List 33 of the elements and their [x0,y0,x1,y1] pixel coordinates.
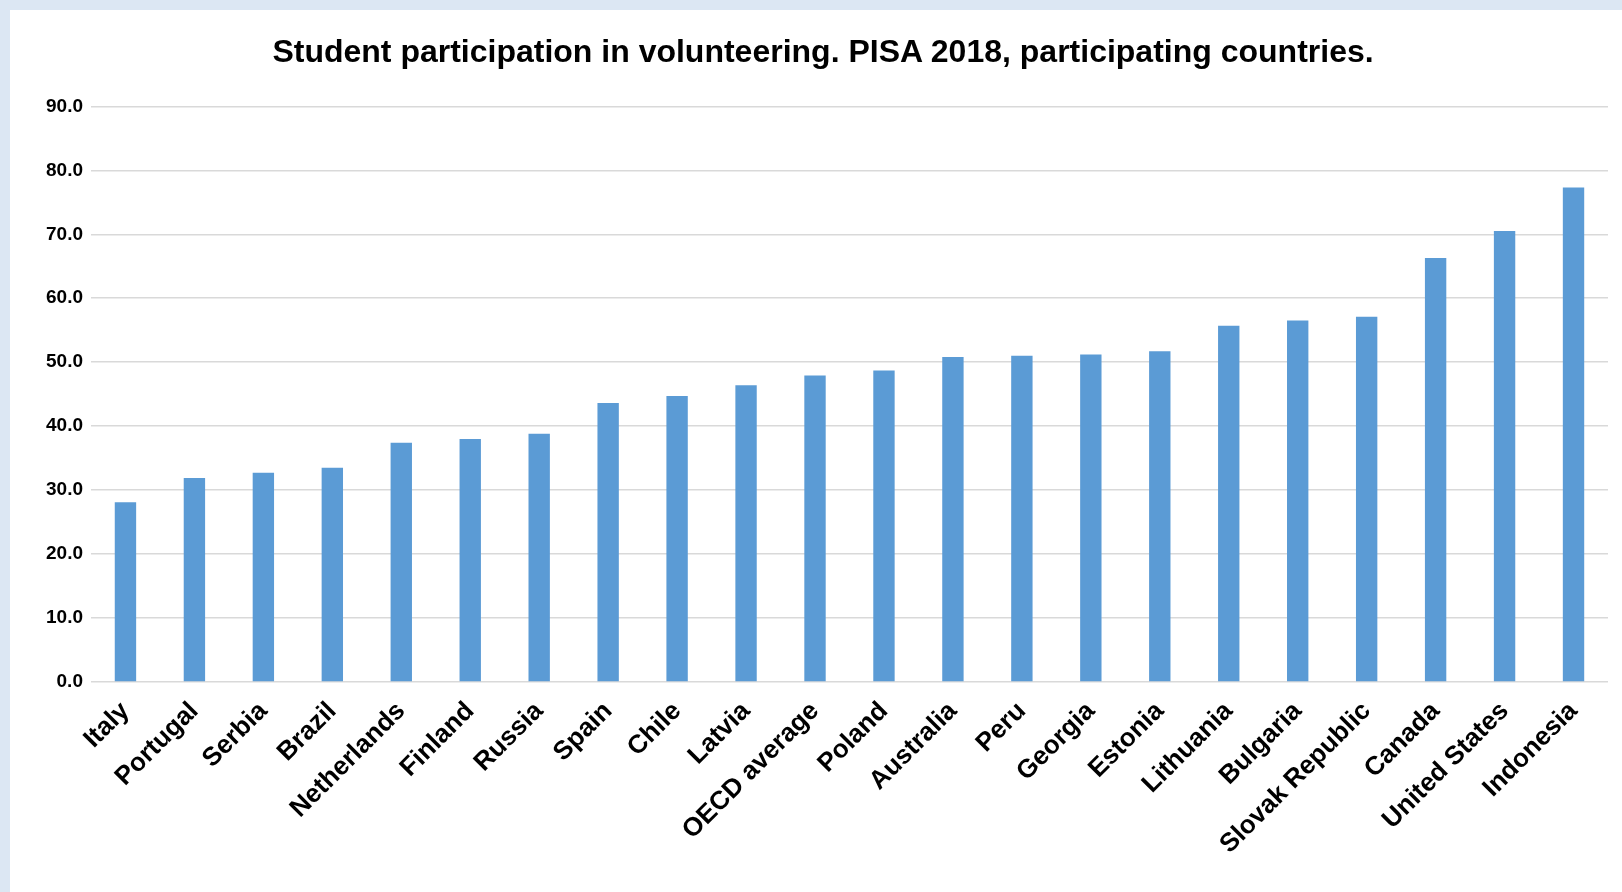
y-tick-label: 70.0 [46,222,83,244]
y-tick-label: 90.0 [46,94,83,116]
bar [114,502,137,682]
bar [1424,257,1447,682]
bar [1287,320,1309,682]
y-tick-label: 60.0 [46,286,83,308]
y-tick-label: 20.0 [46,542,83,564]
bar [1355,316,1378,682]
bar [183,477,206,682]
bar [666,396,688,682]
bar [942,357,964,682]
bar [321,467,344,682]
bar [597,403,619,682]
y-tick-label: 10.0 [46,606,83,628]
chart-title: Student participation in volunteering. PISA 2018, participating countries. [272,33,1374,70]
bar [1562,187,1585,682]
y-tick-label: 30.0 [46,478,83,500]
y-tick-label: 80.0 [46,158,83,180]
bar [459,438,481,682]
bar [735,385,757,682]
y-tick-label: 50.0 [46,350,83,372]
bar [528,433,550,682]
bar [1493,231,1516,682]
bar [873,370,895,682]
bar [1218,325,1240,682]
bar [390,442,412,682]
bar [804,375,826,682]
bar [252,472,275,682]
bar [1149,351,1171,682]
bar [1080,354,1102,682]
bar [1011,355,1033,682]
y-tick-label: 40.0 [46,414,83,436]
y-tick-label: 0.0 [56,670,83,692]
